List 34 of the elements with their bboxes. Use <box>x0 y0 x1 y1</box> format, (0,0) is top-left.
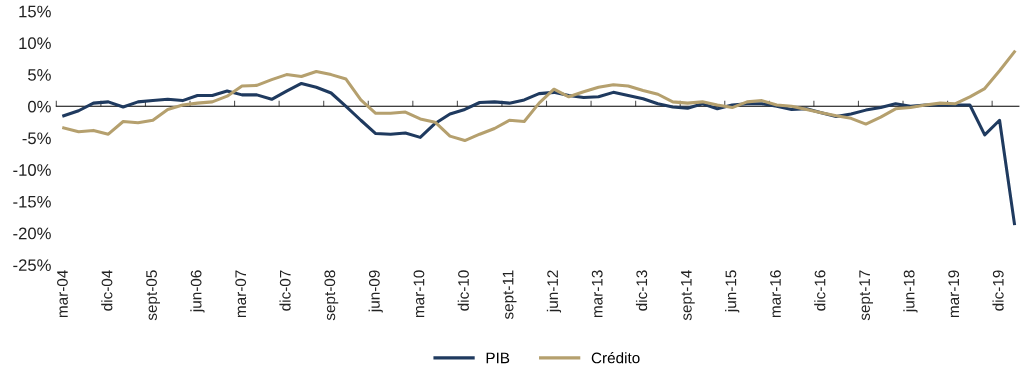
x-tick-label: jun-18 <box>903 270 918 313</box>
x-tick-label: mar-16 <box>770 270 781 318</box>
x-tick-label: jun-15 <box>725 270 740 313</box>
y-tick-label: 15% <box>19 5 51 18</box>
x-tick-label: jun-09 <box>368 270 383 313</box>
x-tick-label: dic-10 <box>457 270 469 311</box>
y-tick-label: 0% <box>28 100 51 113</box>
legend-label: Crédito <box>591 351 640 364</box>
x-tick-label: sept-14 <box>681 270 695 321</box>
x-tick-label: mar-19 <box>948 270 960 318</box>
x-tick-label: mar-07 <box>235 270 247 318</box>
x-tick-label: jun-06 <box>190 270 205 313</box>
x-tick-label: dic-07 <box>279 270 291 311</box>
x-tick-label: sept-08 <box>324 270 339 321</box>
line-series <box>62 50 1016 143</box>
x-tick-label: jun-12 <box>546 270 562 313</box>
y-tick-label: -10% <box>13 164 51 176</box>
legend-label: PIB <box>486 352 510 364</box>
x-tick-label: dic-13 <box>635 270 648 311</box>
y-tick-label: -25% <box>13 259 51 272</box>
x-tick-label: mar-04 <box>57 270 68 318</box>
y-tick-label: 5% <box>28 69 51 81</box>
x-tick-label: sept-05 <box>146 270 160 321</box>
x-tick-label: sept-17 <box>859 270 873 321</box>
y-tick-label: -20% <box>13 227 51 240</box>
y-tick-label: 10% <box>19 37 51 50</box>
x-tick-label: dic-04 <box>101 270 113 311</box>
x-tick-label: dic-19 <box>992 270 1004 311</box>
x-tick-label: dic-16 <box>814 270 826 311</box>
x-tick-label: mar-10 <box>413 270 425 318</box>
x-tick-label: sept-11 <box>502 270 517 320</box>
x-tick-label: mar-13 <box>591 270 603 318</box>
y-tick-label: -15% <box>13 195 51 208</box>
y-tick-label: -5% <box>22 132 51 145</box>
